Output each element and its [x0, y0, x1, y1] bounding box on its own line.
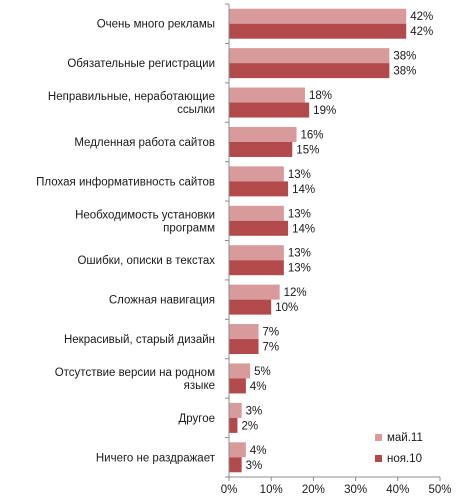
- bar-nov10: [229, 141, 293, 157]
- category-label: Некрасивый, старый дизайн: [64, 334, 215, 346]
- data-label: 19%: [313, 105, 336, 117]
- bar-may11: [229, 324, 259, 340]
- bar-may11: [229, 87, 305, 103]
- data-label: 38%: [393, 51, 416, 63]
- bar-nov10: [229, 457, 242, 473]
- bar-may11: [229, 166, 284, 182]
- x-tick-label: 50%: [428, 484, 451, 496]
- value-labels: 42% 42% 38% 38% 18% 19% 16% 15% 13% 14% 13% 14% 13% 1…: [241, 11, 433, 472]
- category-labels: Очень много рекламы Обязательные регистра…: [36, 19, 216, 465]
- axes: 0% 10% 20% 30% 40% 50%: [221, 3, 452, 496]
- bar-may11: [229, 245, 284, 261]
- data-label: 10%: [275, 302, 298, 314]
- bar-may11: [229, 8, 407, 24]
- data-label: 13%: [288, 169, 311, 181]
- data-label: 15%: [296, 144, 319, 156]
- bar-may11: [229, 402, 242, 418]
- data-label: 7%: [263, 327, 280, 339]
- x-tick-label: 20%: [302, 484, 325, 496]
- bar-may11: [229, 363, 251, 379]
- data-label: 7%: [263, 342, 280, 354]
- x-tick-label: 10%: [260, 484, 283, 496]
- bar-nov10: [229, 378, 246, 394]
- category-label: Отсутствие версии на родном языке: [55, 367, 215, 392]
- bar-may11: [229, 48, 390, 64]
- category-label: Необходимость установки программ: [75, 209, 215, 234]
- x-tick-label: 0%: [221, 484, 238, 496]
- data-label: 2%: [241, 420, 258, 432]
- x-tick-label: 40%: [386, 484, 409, 496]
- category-label: Неправильные, неработающие ссылки: [48, 91, 215, 116]
- bar-may11: [229, 205, 284, 221]
- legend: май.11 ноя.10: [375, 432, 423, 465]
- data-label: 13%: [288, 263, 311, 275]
- bar-nov10: [229, 102, 310, 118]
- legend-swatch: [375, 434, 382, 441]
- category-label: Медленная работа сайтов: [74, 137, 215, 149]
- data-label: 4%: [250, 381, 267, 393]
- category-label: Ничего не раздражает: [96, 452, 216, 464]
- data-label: 14%: [292, 184, 315, 196]
- data-label: 13%: [288, 248, 311, 260]
- category-label: Обязательные регистрации: [67, 58, 215, 70]
- bar-may11: [229, 284, 280, 300]
- data-label: 38%: [393, 66, 416, 78]
- bars-group: [229, 8, 407, 473]
- bar-nov10: [229, 339, 259, 355]
- data-label: 16%: [301, 129, 324, 141]
- data-label: 4%: [250, 445, 267, 457]
- category-label: Ошибки, описки в текстах: [77, 255, 215, 267]
- bar-nov10: [229, 181, 289, 197]
- data-label: 5%: [254, 366, 271, 378]
- data-label: 12%: [284, 287, 307, 299]
- bar-nov10: [229, 63, 390, 79]
- bar-nov10: [229, 220, 289, 236]
- category-label: Сложная навигация: [109, 295, 215, 307]
- category-label: Очень много рекламы: [97, 19, 215, 31]
- bar-nov10: [229, 260, 284, 276]
- bar-nov10: [229, 23, 407, 39]
- data-label: 18%: [309, 90, 332, 102]
- bar-nov10: [229, 299, 272, 315]
- data-label: 3%: [246, 460, 263, 472]
- category-label: Плохая информативность сайтов: [36, 176, 215, 188]
- data-label: 13%: [288, 208, 311, 220]
- legend-label: ноя.10: [387, 453, 422, 465]
- data-label: 14%: [292, 223, 315, 235]
- x-tick-label: 30%: [344, 484, 367, 496]
- bar-may11: [229, 442, 246, 458]
- data-label: 42%: [410, 26, 433, 38]
- data-label: 3%: [246, 405, 263, 417]
- data-label: 42%: [410, 11, 433, 23]
- bar-may11: [229, 126, 297, 142]
- legend-label: май.11: [387, 432, 423, 444]
- legend-swatch: [375, 455, 382, 462]
- category-label: Другое: [178, 413, 215, 425]
- bar-nov10: [229, 417, 238, 433]
